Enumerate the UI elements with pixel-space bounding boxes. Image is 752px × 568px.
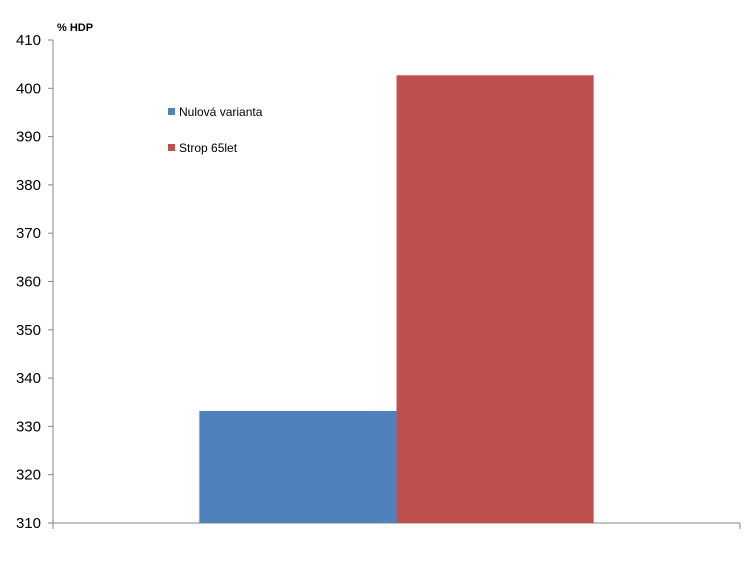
axes: 310 320 330 340 350 360 370 380 390 400 410 xyxy=(16,32,741,532)
legend-swatch xyxy=(168,144,175,151)
y-tick-label: 380 xyxy=(16,177,41,194)
legend-entry-label: Strop 65let xyxy=(179,141,238,155)
y-tick-label: 320 xyxy=(16,467,41,484)
legend-swatch xyxy=(168,108,175,115)
y-tick-label: 400 xyxy=(16,80,41,97)
bars xyxy=(199,75,594,523)
legend: Nulová varianta Strop 65let xyxy=(168,105,263,155)
y-tick-label: 340 xyxy=(16,370,41,387)
y-unit-label: % HDP xyxy=(57,22,93,34)
y-tick-label: 370 xyxy=(16,225,41,242)
bar-nulová-varianta xyxy=(199,410,397,523)
y-tick-label: 410 xyxy=(16,32,41,49)
y-tick-label: 360 xyxy=(16,274,41,291)
y-tick-label: 310 xyxy=(16,515,41,532)
bar-strop-65let xyxy=(396,75,594,523)
y-tick-label: 330 xyxy=(16,418,41,435)
y-tick-label: 350 xyxy=(16,322,41,339)
y-tick-label: 390 xyxy=(16,129,41,146)
legend-entry-label: Nulová varianta xyxy=(179,105,263,119)
